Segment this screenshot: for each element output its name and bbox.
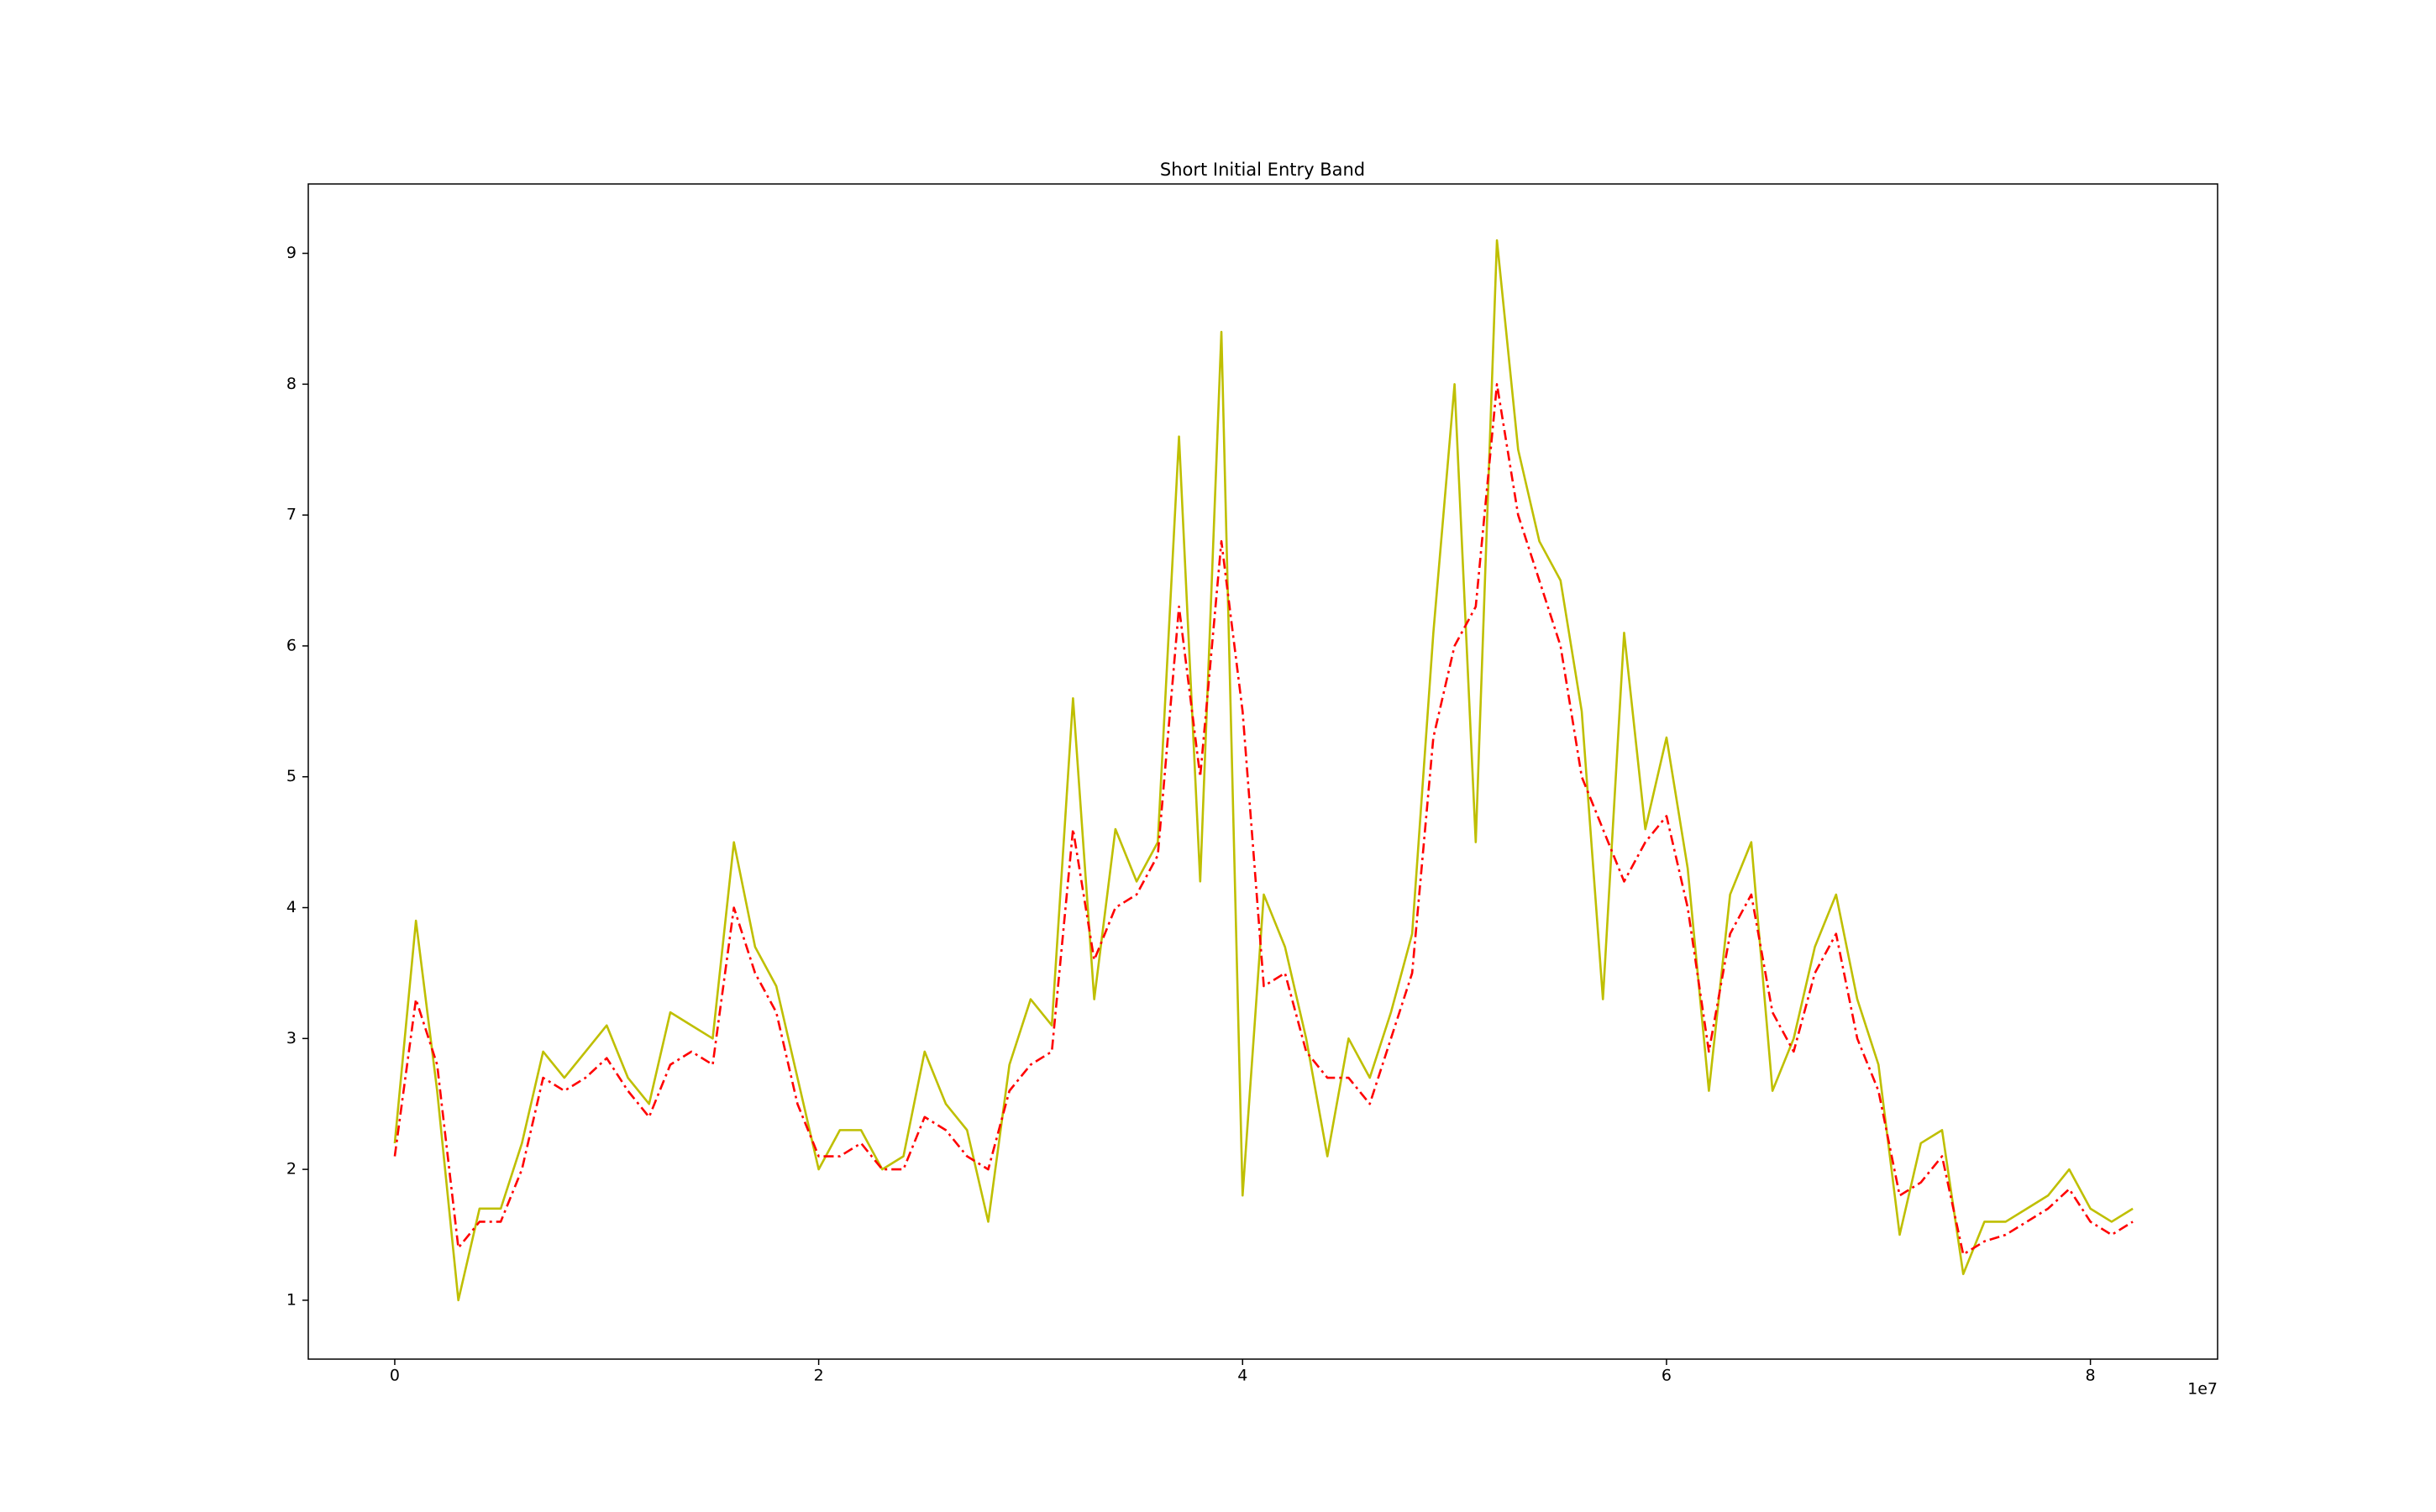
x-tick-label: 0: [390, 1367, 400, 1385]
x-tick-label: 8: [2086, 1367, 2096, 1385]
y-tick-label: 9: [286, 244, 297, 262]
y-tick-label: 6: [286, 636, 297, 654]
y-tick-label: 5: [286, 767, 297, 785]
y-tick-label: 2: [286, 1160, 297, 1179]
plot-frame: [307, 183, 2218, 1360]
x-tick-label: 4: [1237, 1367, 1247, 1385]
data-line: [393, 383, 2134, 1256]
x-offset-label: 1e7: [2187, 1380, 2218, 1399]
y-tick-label: 1: [286, 1290, 297, 1309]
y-tick-label: 3: [286, 1029, 297, 1047]
x-tick-label: 2: [814, 1367, 824, 1385]
data-line: [393, 239, 2134, 1302]
x-tick-label: 6: [1662, 1367, 1672, 1385]
chart-title: Short Initial Entry Band: [1160, 160, 1365, 180]
y-tick-label: 8: [286, 375, 297, 393]
y-tick-label: 4: [286, 898, 297, 916]
y-tick-label: 7: [286, 506, 297, 524]
